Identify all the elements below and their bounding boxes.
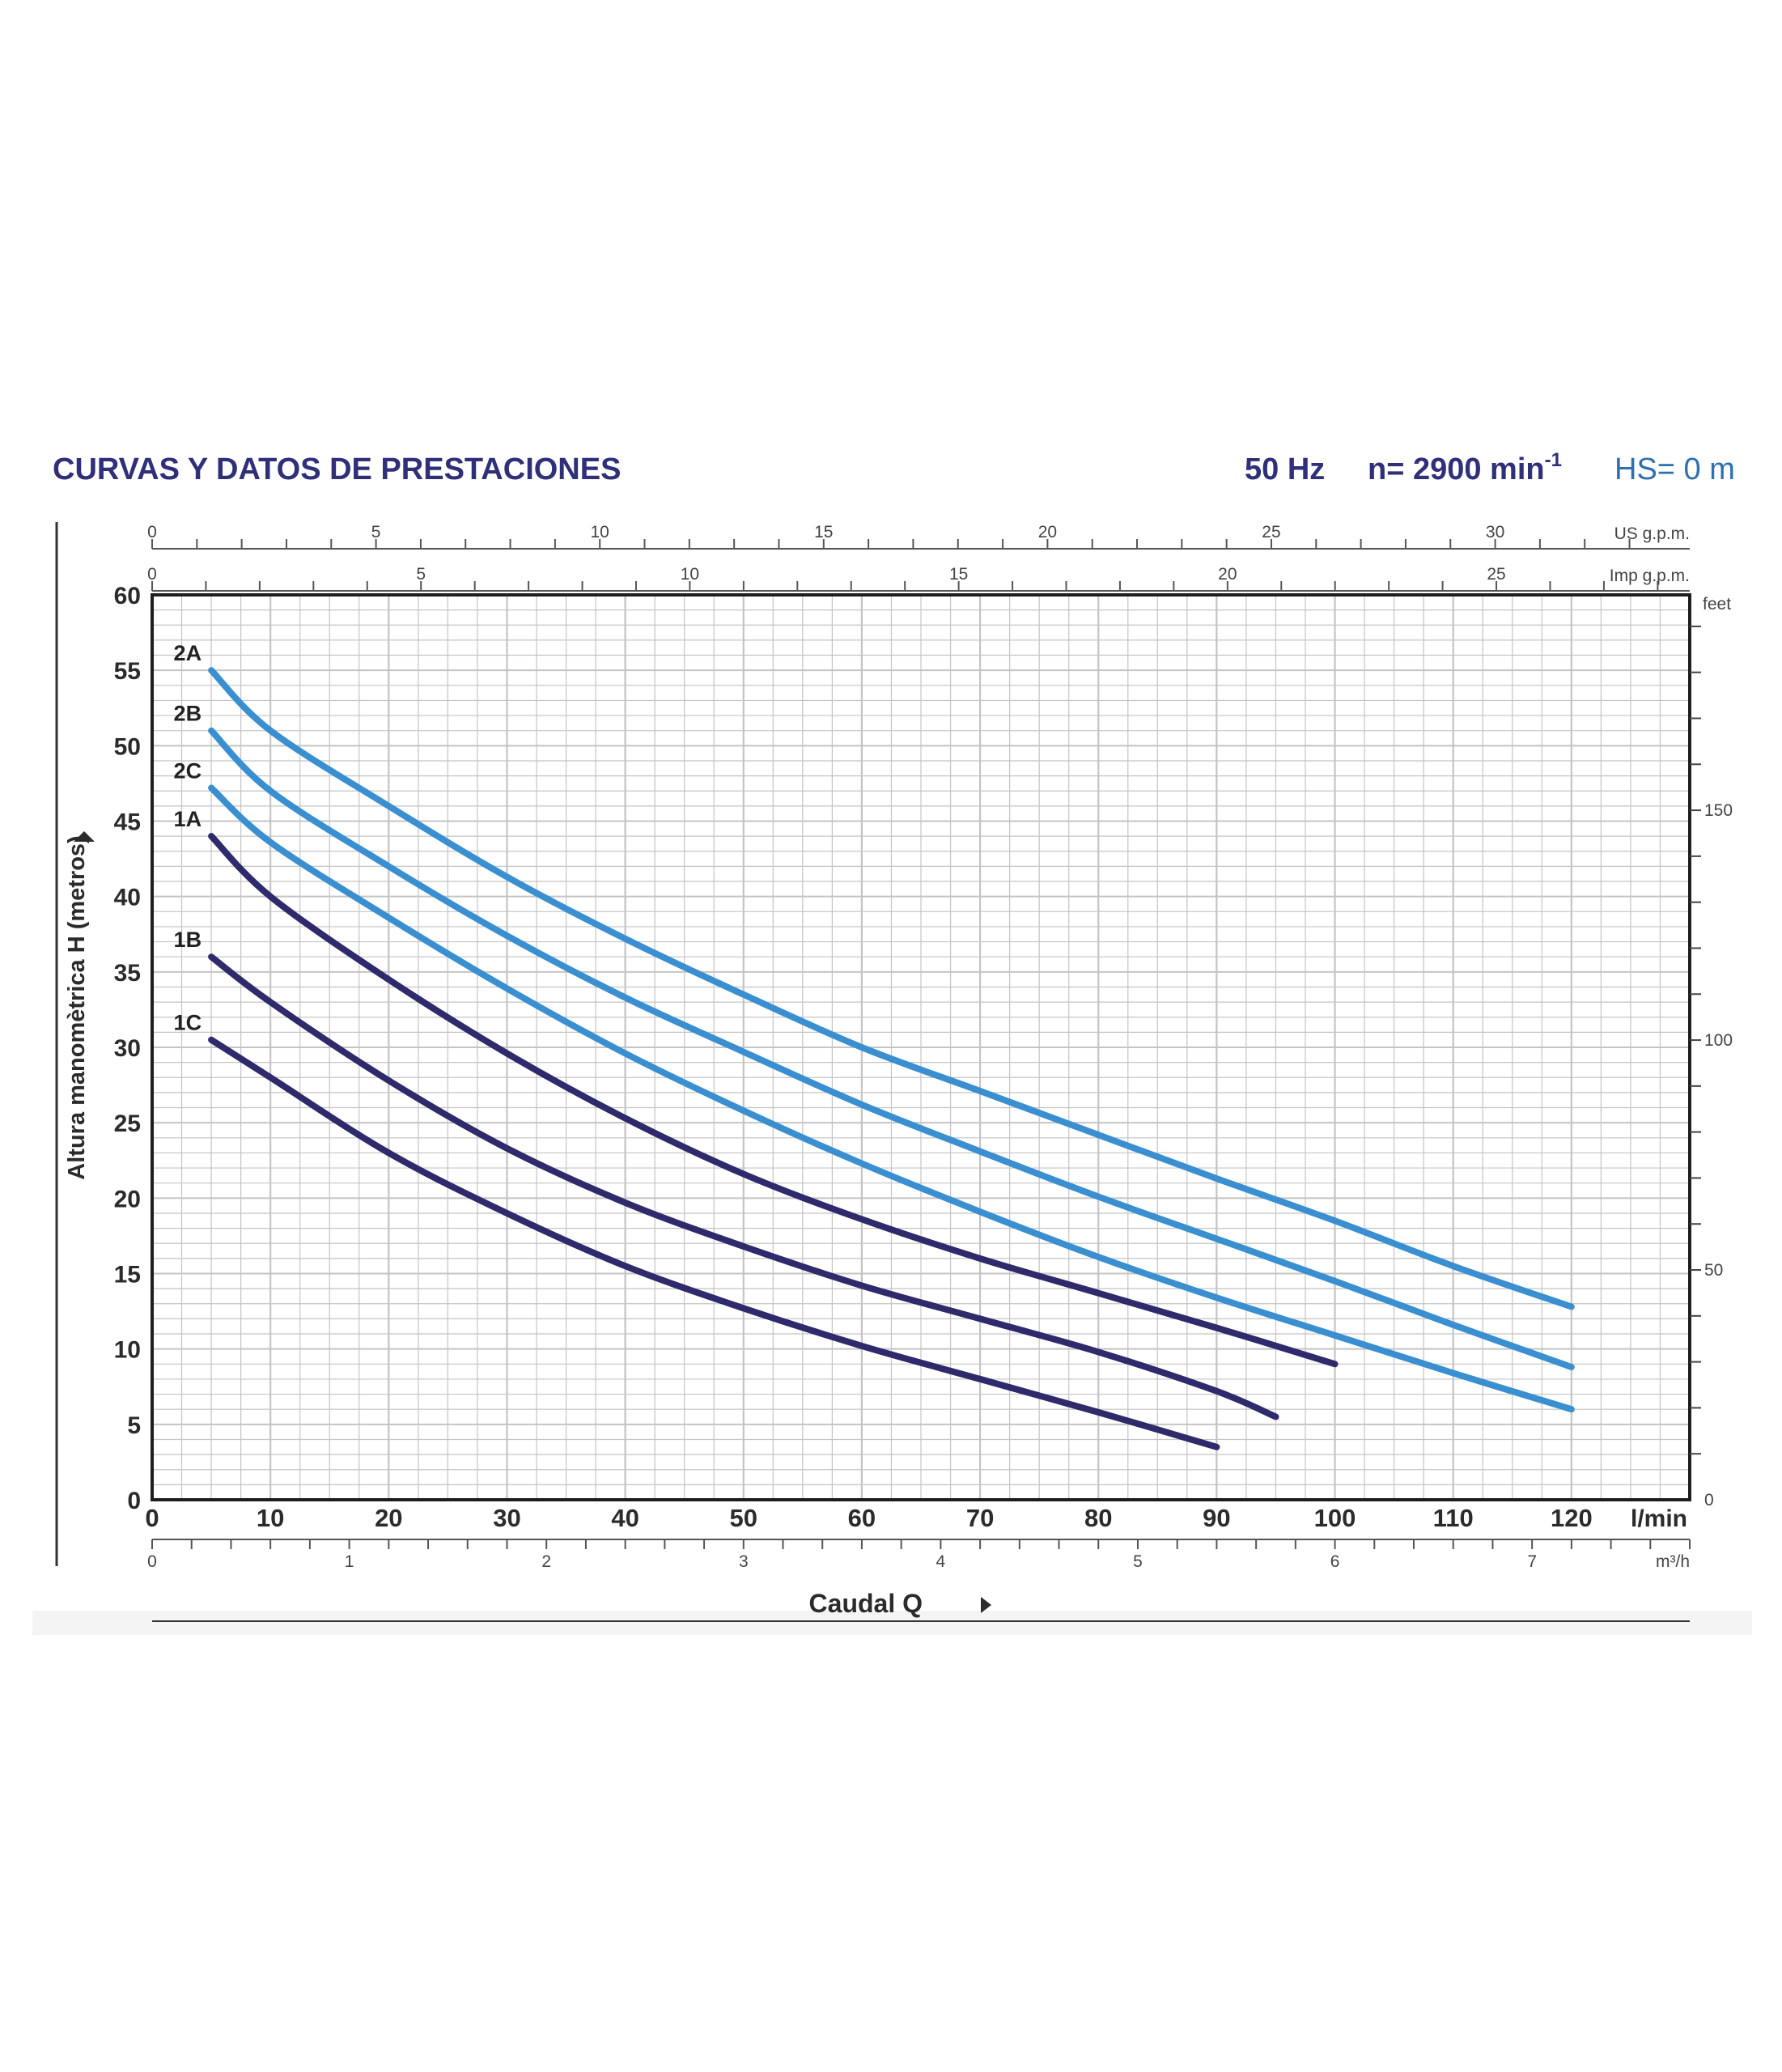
series-line-2c — [208, 784, 1575, 1413]
series-line-2a — [208, 667, 1575, 1310]
us-gpm-tick-label: 10 — [591, 523, 609, 541]
us-gpm-tick-label: 30 — [1486, 523, 1504, 541]
x-tick-label: 90 — [1203, 1504, 1230, 1532]
us-gpm-tick-label: 25 — [1262, 523, 1280, 541]
us-gpm-tick-label: 15 — [814, 523, 833, 541]
series-label-2b: 2B — [174, 702, 202, 726]
series-line-1a — [208, 833, 1339, 1368]
imp-gpm-tick-label: 5 — [416, 565, 426, 584]
x-tick-label: 80 — [1084, 1504, 1112, 1532]
series-line-1c — [208, 1036, 1220, 1450]
y-tick-label: 15 — [114, 1262, 141, 1289]
series-group: 2A 2B 2C 1A 1B 1C — [174, 641, 1575, 1450]
y-tick-label: 45 — [114, 809, 141, 836]
imp-gpm-tick-label: 20 — [1218, 565, 1237, 584]
y-tick-label: 35 — [114, 960, 141, 987]
y-tick-label: 20 — [114, 1186, 141, 1212]
frequency-label: 50 Hz — [1245, 452, 1325, 486]
imp-gpm-tick-label: 10 — [681, 565, 699, 584]
series-label-1a: 1A — [174, 807, 202, 831]
m3h-tick-label: 5 — [1133, 1552, 1143, 1571]
y-tick-label: 5 — [127, 1412, 141, 1439]
x-tick-label: 110 — [1433, 1504, 1474, 1532]
chart-title: CURVAS Y DATOS DE PRESTACIONES — [53, 452, 621, 486]
y-tick-label: 60 — [114, 583, 141, 609]
x-tick-label: 70 — [966, 1504, 994, 1532]
imp-gpm-tick-label: 15 — [949, 565, 968, 584]
y-tick-label: 30 — [114, 1035, 141, 1062]
hs-label: HS= 0 m — [1614, 452, 1735, 486]
x-tick-label: 60 — [848, 1504, 876, 1532]
x-tick-label: 50 — [730, 1504, 757, 1532]
x-unit-label: l/min — [1631, 1505, 1687, 1532]
y-tick-label: 10 — [114, 1337, 141, 1364]
feet-tick-label: 150 — [1704, 801, 1733, 820]
us-gpm-tick-label: 5 — [371, 523, 381, 541]
x-tick-label: 120 — [1551, 1504, 1593, 1532]
us-gpm-tick-label: 0 — [147, 523, 157, 541]
x-tick-label: 30 — [493, 1504, 520, 1532]
feet-tick-label: 50 — [1704, 1261, 1723, 1280]
series-label-2a: 2A — [174, 641, 202, 665]
x-tick-label: 0 — [145, 1504, 159, 1532]
speed-label: n= 2900 min-1 — [1368, 449, 1562, 486]
us-gpm-unit-label: US g.p.m. — [1614, 524, 1690, 543]
x-tick-label: 100 — [1314, 1504, 1356, 1532]
m3h-tick-label: 0 — [147, 1552, 157, 1571]
series-label-1b: 1B — [174, 928, 202, 952]
feet-tick-label: 0 — [1704, 1491, 1714, 1509]
feet-tick-label: 100 — [1704, 1031, 1733, 1050]
x-tick-label: 10 — [257, 1504, 284, 1532]
y-tick-label: 55 — [114, 658, 141, 685]
m3h-tick-label: 6 — [1330, 1552, 1340, 1571]
us-gpm-tick-label: 20 — [1038, 523, 1057, 541]
speed-exponent: -1 — [1545, 449, 1562, 471]
series-line-2b — [208, 727, 1575, 1370]
imp-gpm-tick-label: 25 — [1487, 565, 1505, 584]
m3h-tick-label: 2 — [541, 1552, 551, 1571]
y-tick-label: 25 — [114, 1110, 141, 1137]
speed-text: n= 2900 min — [1368, 452, 1545, 486]
y-tick-label: 50 — [114, 733, 141, 760]
series-line-1b — [208, 953, 1279, 1420]
feet-unit-label: feet — [1703, 595, 1731, 614]
imp-gpm-tick-label: 0 — [147, 565, 157, 584]
bottom-shadow — [32, 1611, 1752, 1635]
plot-frame — [151, 593, 1691, 1501]
x-axis-arrow-icon — [981, 1597, 991, 1613]
y-axis-title: Altura manomètrica H (metros) — [64, 835, 90, 1179]
x-axis-title: Caudal Q — [809, 1589, 923, 1618]
x-tick-label: 20 — [375, 1504, 402, 1532]
m3h-unit-label: m³/h — [1656, 1552, 1690, 1571]
y-axis-arrow-icon — [74, 831, 95, 842]
series-label-1c: 1C — [174, 1011, 202, 1035]
m3h-tick-label: 3 — [739, 1552, 749, 1571]
m3h-tick-label: 4 — [936, 1552, 946, 1571]
y-tick-label: 40 — [114, 885, 141, 911]
y-tick-label: 0 — [127, 1488, 141, 1514]
grid — [152, 595, 1690, 1500]
m3h-tick-label: 1 — [345, 1552, 354, 1571]
x-tick-label: 40 — [611, 1504, 639, 1532]
m3h-tick-label: 7 — [1527, 1552, 1537, 1571]
series-label-2c: 2C — [174, 759, 202, 783]
imp-gpm-unit-label: Imp g.p.m. — [1610, 567, 1690, 585]
